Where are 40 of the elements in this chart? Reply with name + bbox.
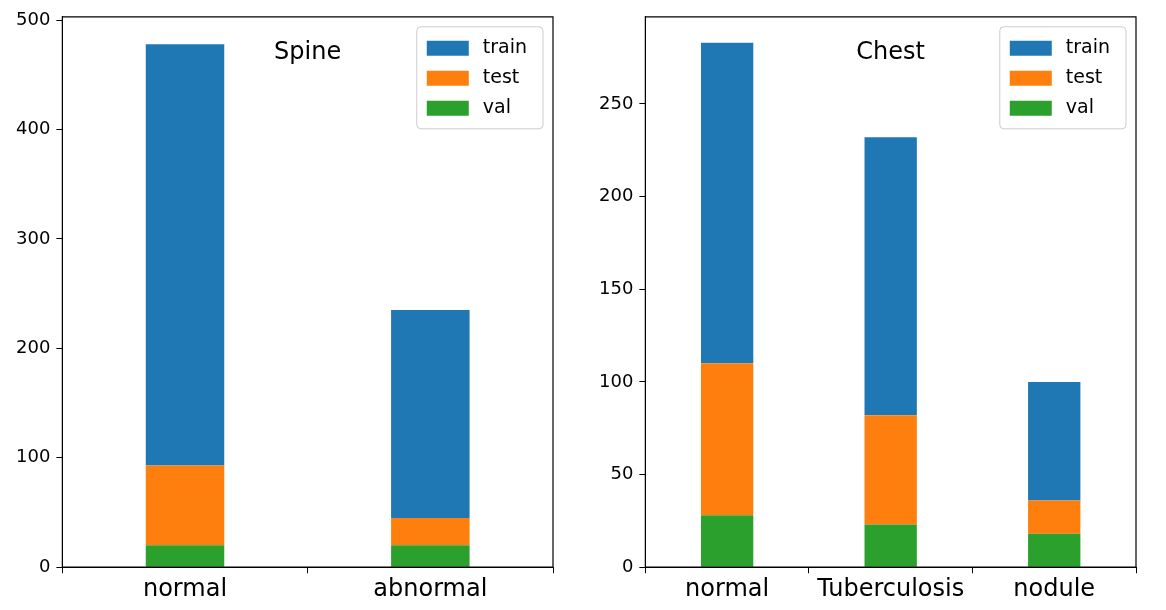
x-tick-label: nodule (1013, 573, 1096, 602)
bar (864, 137, 917, 416)
legend-label: val (482, 94, 511, 117)
y-tick-label: 150 (599, 276, 634, 298)
legend-label: test (1065, 64, 1103, 87)
bar (1028, 500, 1081, 534)
bar (1028, 533, 1081, 567)
bar (1028, 381, 1081, 501)
x-tick-label: normal (142, 573, 228, 602)
x-tick-label: Tuberculosis (816, 573, 965, 602)
x-tick-label: abnormal (373, 573, 488, 602)
bar (145, 465, 225, 546)
y-tick-label: 100 (16, 445, 51, 467)
bar (391, 310, 470, 518)
y-tick-label: 500 (16, 7, 51, 29)
y-tick-label: 100 (599, 369, 634, 391)
legend-label: test (482, 64, 520, 87)
x-tick-label: normal (685, 573, 770, 602)
bar (700, 42, 754, 364)
y-tick-label: 250 (599, 91, 634, 113)
y-tick-label: 200 (16, 336, 51, 358)
y-tick-label: 200 (599, 184, 634, 206)
bar (145, 44, 225, 466)
bar (700, 515, 754, 567)
y-tick-label: 0 (38, 554, 51, 576)
legend-label: train (1065, 34, 1111, 57)
bar (391, 545, 470, 567)
legend-label: val (1065, 94, 1094, 117)
y-tick-label: 300 (16, 226, 51, 248)
text: Chest (856, 37, 926, 66)
bar (864, 524, 917, 567)
bar (145, 545, 225, 567)
y-tick-label: 400 (16, 117, 51, 139)
bar (391, 517, 470, 546)
text: Spine (274, 37, 342, 66)
bar (864, 415, 917, 525)
bar (700, 363, 754, 516)
legend-label: train (482, 34, 528, 57)
y-tick-label: 50 (610, 462, 634, 484)
y-tick-label: 0 (621, 554, 634, 576)
